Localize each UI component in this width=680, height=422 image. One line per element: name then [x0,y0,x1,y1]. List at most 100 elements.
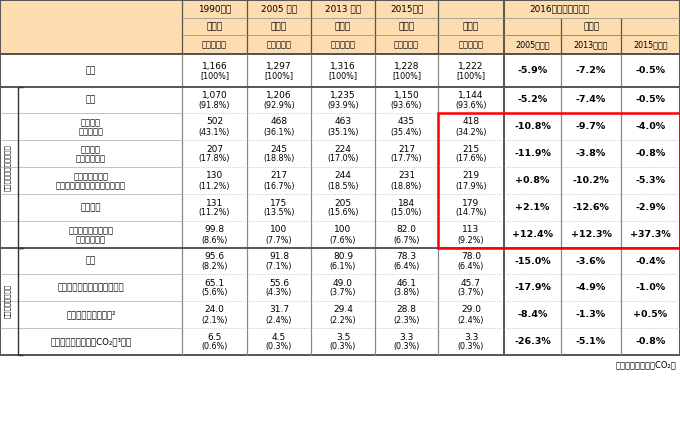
Text: 184: 184 [398,198,415,208]
Text: 小計: 小計 [86,95,96,105]
Text: 排出量: 排出量 [335,22,351,31]
Text: 31.7: 31.7 [269,306,289,314]
Text: 排出量: 排出量 [398,22,415,31]
Text: +2.1%: +2.1% [515,203,549,212]
Text: -5.1%: -5.1% [576,337,606,346]
Text: 91.8: 91.8 [269,252,289,261]
Text: (17.7%): (17.7%) [391,154,422,163]
Text: 2015年度: 2015年度 [390,5,423,14]
Text: -0.5%: -0.5% [636,66,666,75]
Text: (0.3%): (0.3%) [393,343,420,352]
Text: その他（農業・間接CO₂注³等）: その他（農業・間接CO₂注³等） [50,337,132,346]
Text: 463: 463 [335,117,352,127]
Text: (4.3%): (4.3%) [266,289,292,298]
Text: 工業プロセス及び製品の使用: 工業プロセス及び製品の使用 [58,283,124,292]
Text: -7.2%: -7.2% [576,66,606,75]
Text: 1,222: 1,222 [458,62,483,70]
Text: エネルギー転換部門: エネルギー転換部門 [69,226,114,235]
Text: -15.0%: -15.0% [514,257,551,265]
Text: 1990年度: 1990年度 [198,5,231,14]
Text: 131: 131 [206,198,223,208]
Text: 99.8: 99.8 [205,225,224,235]
Text: (18.5%): (18.5%) [327,181,359,190]
Text: (2.3%): (2.3%) [393,316,420,325]
Text: 78.0: 78.0 [461,252,481,261]
Text: 業務その他部門: 業務その他部門 [73,172,109,181]
Text: -5.9%: -5.9% [517,66,547,75]
Text: 非エネルギー起源: 非エネルギー起源 [3,284,10,319]
Text: 231: 231 [398,171,415,181]
Text: （単位：百万トンCO₂）: （単位：百万トンCO₂） [615,360,676,370]
Text: (93.9%): (93.9%) [327,101,359,110]
Text: 1,316: 1,316 [330,62,356,70]
Text: (11.2%): (11.2%) [199,208,231,217]
Bar [0,0,680,54]
Text: (35.4%): (35.4%) [391,127,422,136]
Bar [438,113,680,248]
Text: (91.8%): (91.8%) [199,101,231,110]
Text: 2015年度比: 2015年度比 [633,40,668,49]
Text: 2013 年度: 2013 年度 [325,5,361,14]
Text: 24.0: 24.0 [205,306,224,314]
Text: (15.0%): (15.0%) [391,208,422,217]
Text: 418: 418 [462,117,479,127]
Text: (92.9%): (92.9%) [263,101,295,110]
Text: -17.9%: -17.9% [514,283,551,292]
Text: (43.1%): (43.1%) [199,127,231,136]
Text: (15.6%): (15.6%) [327,208,359,217]
Text: 217: 217 [398,144,415,154]
Text: 1,206: 1,206 [266,91,292,100]
Text: -5.2%: -5.2% [517,95,547,105]
Text: 45.7: 45.7 [461,279,481,287]
Text: -0.8%: -0.8% [635,149,666,158]
Text: 2016年度（速報値）: 2016年度（速報値） [529,5,589,14]
Text: 1,166: 1,166 [202,62,227,70]
Text: +0.5%: +0.5% [634,310,668,319]
Text: -11.9%: -11.9% [514,149,551,158]
Text: 175: 175 [271,198,288,208]
Text: (8.6%): (8.6%) [201,235,228,244]
Text: (3.7%): (3.7%) [330,289,356,298]
Text: (0.3%): (0.3%) [330,343,356,352]
Text: (2.4%): (2.4%) [458,316,484,325]
Text: -5.3%: -5.3% [636,176,666,185]
Text: エネルギー起源（注１）: エネルギー起源（注１） [3,144,10,191]
Text: 217: 217 [271,171,288,181]
Text: 244: 244 [335,171,352,181]
Text: 産業部門: 産業部門 [81,118,101,127]
Text: 468: 468 [271,117,288,127]
Text: （商業・サービス・事業所等）: （商業・サービス・事業所等） [56,181,126,190]
Text: (2.4%): (2.4%) [266,316,292,325]
Text: (5.6%): (5.6%) [201,289,228,298]
Text: -3.8%: -3.8% [576,149,606,158]
Text: 130: 130 [206,171,223,181]
Text: (8.2%): (8.2%) [201,262,228,271]
Text: (11.2%): (11.2%) [199,181,231,190]
Text: [100%]: [100%] [456,71,486,81]
Text: 82.0: 82.0 [396,225,416,235]
Text: 1,235: 1,235 [330,91,356,100]
Text: (16.7%): (16.7%) [263,181,294,190]
Text: 502: 502 [206,117,223,127]
Text: +0.8%: +0.8% [515,176,549,185]
Text: 95.6: 95.6 [205,252,224,261]
Text: [100%]: [100%] [392,71,421,81]
Text: 55.6: 55.6 [269,279,289,287]
Text: （自動車等）: （自動車等） [76,154,106,163]
Text: (3.8%): (3.8%) [393,289,420,298]
Text: 245: 245 [271,144,288,154]
Text: (7.7%): (7.7%) [266,235,292,244]
Text: 205: 205 [335,198,352,208]
Text: (34.2%): (34.2%) [455,127,487,136]
Text: 207: 207 [206,144,223,154]
Text: (2.2%): (2.2%) [330,316,356,325]
Text: 78.3: 78.3 [396,252,417,261]
Text: 224: 224 [335,144,352,154]
Text: （工場等）: （工場等） [78,127,103,136]
Text: -1.3%: -1.3% [576,310,606,319]
Text: [100%]: [100%] [328,71,358,81]
Text: 29.4: 29.4 [333,306,353,314]
Text: -4.0%: -4.0% [635,122,666,131]
Text: 小計: 小計 [86,257,96,265]
Text: (6.1%): (6.1%) [330,262,356,271]
